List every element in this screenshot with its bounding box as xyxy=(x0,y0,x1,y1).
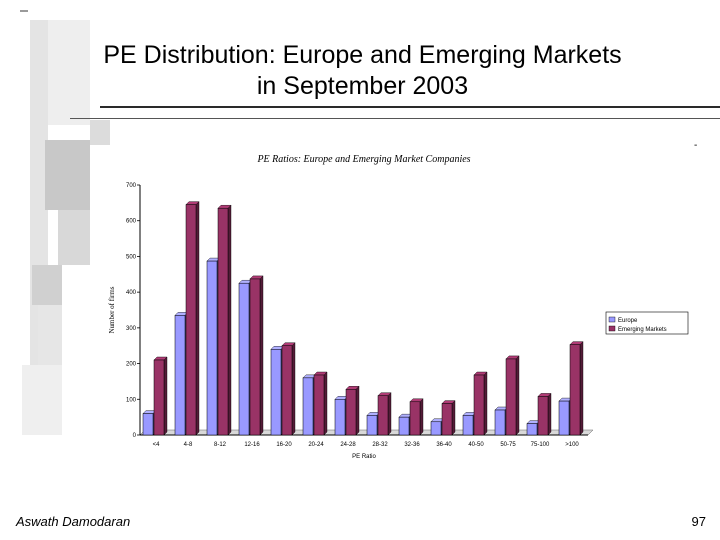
bar-europe-4 xyxy=(270,349,282,436)
slide-title: PE Distribution: Europe and Emerging Mar… xyxy=(40,40,685,102)
bar-emerging-1 xyxy=(185,204,197,436)
decor-block xyxy=(32,265,62,305)
bar-europe-3 xyxy=(238,282,250,436)
page-number: 97 xyxy=(691,514,706,529)
bar-emerging-8 xyxy=(409,401,421,436)
x-tick-label: 12-16 xyxy=(244,442,260,448)
x-tick-label: 24-28 xyxy=(340,442,356,448)
slide-title-line-1: PE Distribution: Europe and Emerging Mar… xyxy=(103,41,622,69)
x-tick-label: 16-20 xyxy=(276,442,292,448)
bar-side xyxy=(451,400,456,436)
bar-emerging-3 xyxy=(249,278,261,436)
bar-europe-12 xyxy=(526,423,538,436)
x-tick-label: <4 xyxy=(153,442,161,448)
y-axis-label: Number of firms xyxy=(108,286,116,333)
bar-emerging-4 xyxy=(281,345,293,436)
x-tick-label: 20-24 xyxy=(308,442,324,448)
y-tick-label: 0 xyxy=(133,433,137,439)
y-tick-label: 100 xyxy=(126,397,137,403)
chart-title: PE Ratios: Europe and Emerging Market Co… xyxy=(256,154,470,165)
x-tick-label: 40-50 xyxy=(468,442,484,448)
pe-distribution-chart: 0 100 200 300 400 500 600 700 <4 4-8 8-12 12-16 16-2… xyxy=(108,154,689,460)
bar-europe-7 xyxy=(366,415,378,436)
bar-europe-5 xyxy=(302,377,314,436)
legend-swatch-1 xyxy=(608,325,616,332)
x-tick-label: 4-8 xyxy=(184,442,193,448)
bar-europe-11 xyxy=(494,409,506,436)
decor-mark xyxy=(20,10,28,12)
y-tick-label: 300 xyxy=(126,326,137,332)
bar-europe-13 xyxy=(558,400,570,436)
y-tick-label: 400 xyxy=(126,290,137,296)
bar-emerging-13 xyxy=(569,344,581,436)
bar-side xyxy=(483,371,488,436)
bar-side xyxy=(387,392,392,436)
bar-emerging-2 xyxy=(217,207,229,436)
decor-block xyxy=(38,305,62,365)
bar-europe-6 xyxy=(334,399,346,436)
decor-block xyxy=(58,210,90,265)
bar-side xyxy=(195,201,200,436)
legend-box xyxy=(605,311,689,335)
x-tick-label: 32-36 xyxy=(404,442,420,448)
bar-emerging-6 xyxy=(345,389,357,436)
x-tick-label: >100 xyxy=(565,442,579,448)
bar-emerging-12 xyxy=(537,396,549,436)
x-tick-label: 36-40 xyxy=(436,442,452,448)
legend-swatch-0 xyxy=(608,316,616,323)
bar-emerging-9 xyxy=(441,403,453,436)
decor-block xyxy=(48,20,90,125)
bar-side xyxy=(163,356,168,436)
bar-side xyxy=(515,355,520,436)
bar-europe-9 xyxy=(430,421,442,436)
y-tick-label: 600 xyxy=(126,219,137,225)
legend-label-1: Emerging Markets xyxy=(618,327,667,333)
y-tick-label: 200 xyxy=(126,362,137,368)
y-tick-label: 500 xyxy=(126,254,137,260)
bar-europe-8 xyxy=(398,416,410,436)
decor-block xyxy=(90,120,110,145)
bar-side xyxy=(259,275,264,436)
legend-label-0: Europe xyxy=(618,318,638,324)
footer-author: Aswath Damodaran xyxy=(16,514,131,529)
bar-emerging-7 xyxy=(377,395,389,436)
x-axis-label: PE Ratio xyxy=(352,454,376,460)
bar-emerging-5 xyxy=(313,374,325,436)
bar-europe-2 xyxy=(206,260,218,436)
decor-block xyxy=(45,140,90,210)
x-tick-label: 50-75 xyxy=(500,442,516,448)
x-tick-label: 75-100 xyxy=(531,442,550,448)
title-divider xyxy=(100,106,720,108)
x-tick-label: 28-32 xyxy=(372,442,388,448)
y-tick-label: 700 xyxy=(126,183,137,189)
bar-side xyxy=(355,385,360,436)
slide-title-line-2: in September 2003 xyxy=(256,72,469,100)
bar-side xyxy=(323,371,328,436)
bar-side xyxy=(547,392,552,436)
bar-side xyxy=(227,204,232,436)
bar-europe-0 xyxy=(142,413,154,436)
title-divider-secondary xyxy=(70,118,720,119)
bar-side xyxy=(419,398,424,436)
decor-block xyxy=(22,365,62,435)
corner-mark: - xyxy=(694,140,698,151)
bar-emerging-0 xyxy=(153,359,165,436)
x-tick-label: 8-12 xyxy=(214,442,227,448)
bar-europe-1 xyxy=(174,315,186,436)
bar-emerging-10 xyxy=(473,374,485,436)
bar-emerging-11 xyxy=(505,358,517,436)
bar-side xyxy=(291,342,296,436)
bar-side xyxy=(579,341,584,436)
bar-europe-10 xyxy=(462,415,474,436)
